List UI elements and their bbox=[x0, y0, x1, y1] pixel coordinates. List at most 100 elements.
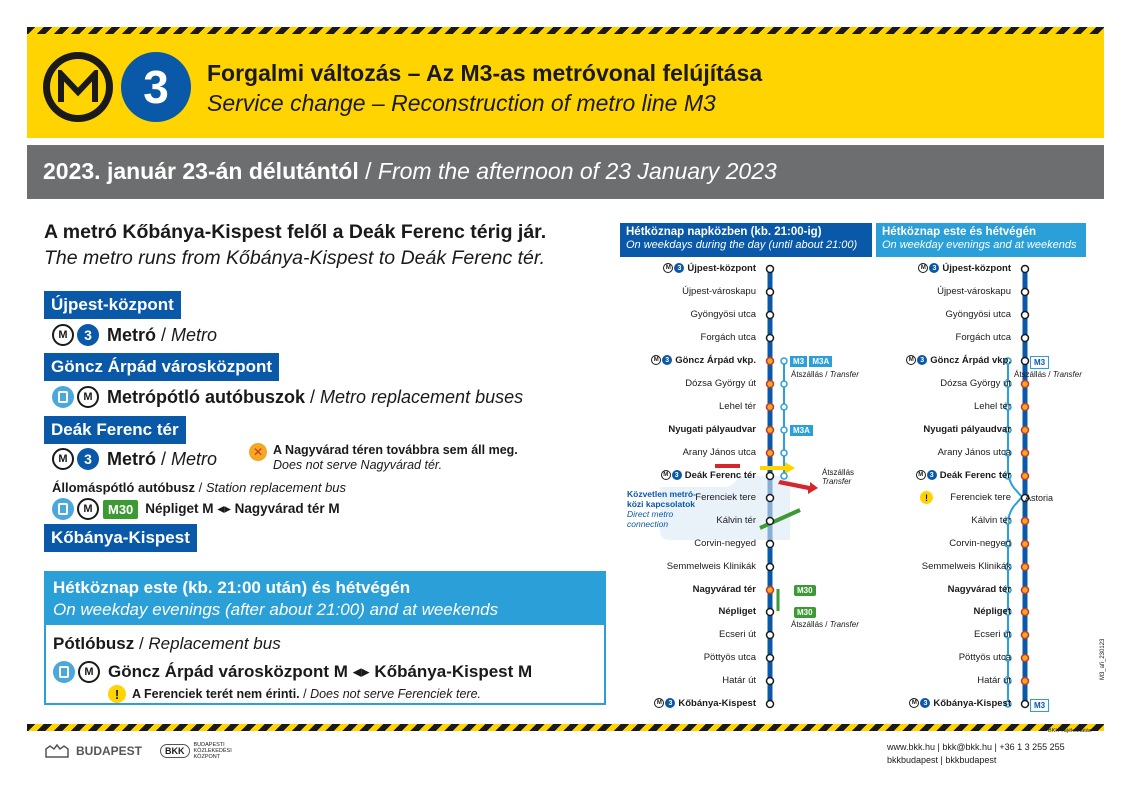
closed-station-dot bbox=[1020, 448, 1030, 458]
transfer-hu: Átszállás bbox=[791, 620, 824, 629]
transfer-en: Transfer bbox=[1052, 370, 1082, 379]
station-dot bbox=[1020, 264, 1030, 274]
station-name: Semmelweis Klinikák bbox=[666, 561, 756, 572]
closed-station-dot bbox=[1020, 379, 1030, 389]
closed-station-dot bbox=[1020, 539, 1030, 549]
transfer-en: Transfer bbox=[829, 370, 859, 379]
station-dot bbox=[765, 562, 775, 572]
station-dot bbox=[765, 699, 775, 709]
station-name: Pöttyös utca bbox=[958, 652, 1011, 663]
line-3-icon: 3 bbox=[662, 355, 673, 366]
m30-badge: M30 bbox=[103, 499, 139, 519]
line-3-icon: 3 bbox=[920, 698, 931, 709]
station-name: Gyöngyösi utca bbox=[945, 309, 1011, 320]
page-title: Forgalmi változás – Az M3-as metróvonal … bbox=[207, 60, 763, 86]
metro-m-icon: M bbox=[651, 355, 662, 366]
closed-station-dot bbox=[1020, 471, 1030, 481]
line-3-icon: 3 bbox=[671, 470, 682, 481]
tags-kobanya-col2: M3 bbox=[1030, 699, 1050, 712]
evening-head-en: On weekday evenings (after about 21:00) … bbox=[53, 600, 499, 619]
metro-m-icon: M bbox=[77, 498, 99, 520]
transfer-note-3: Átszállás / Transfer bbox=[791, 620, 859, 629]
tag-m3: M3 bbox=[1030, 699, 1050, 712]
closed-station-dot bbox=[1020, 607, 1030, 617]
m30-route: Népliget M ◂▸ Nagyvárad tér M bbox=[145, 501, 340, 516]
map-station-label: Semmelweis Klinikák bbox=[922, 561, 1011, 572]
evening-route-row: M Göncz Árpád városközpont M ◂▸ Kőbánya-… bbox=[53, 661, 532, 683]
date-bar: 2023. január 23-án délutántól / From the… bbox=[27, 145, 1104, 199]
station-name: Népliget bbox=[718, 606, 756, 617]
station-name: Pöttyös utca bbox=[703, 652, 756, 663]
contact-line-1[interactable]: www.bkk.hu | bkk@bkk.hu | +36 1 3 255 25… bbox=[887, 742, 1065, 752]
station-name: Újpest-városkapu bbox=[937, 286, 1011, 297]
station-dot bbox=[765, 493, 775, 503]
evening-note: ! A Ferenciek terét nem érinti. / Does n… bbox=[108, 685, 481, 703]
evening-header: Hétköznap este (kb. 21:00 után) és hétvé… bbox=[46, 573, 604, 625]
station-name: Deák Ferenc tér bbox=[684, 470, 756, 481]
station-name: Deák Ferenc tér bbox=[939, 470, 1011, 481]
station-name: Arany János utca bbox=[937, 447, 1011, 458]
map-station-label: Corvin-negyed bbox=[694, 538, 756, 549]
transfer-note-4: Átszállás / Transfer bbox=[1014, 370, 1082, 379]
direct-en: Direct metro connection bbox=[627, 509, 674, 529]
map-station-label: Gyöngyösi utca bbox=[946, 309, 1011, 320]
station-name: Arany János utca bbox=[682, 447, 756, 458]
line-3-icon: 3 bbox=[77, 448, 99, 470]
line-3-icon: 3 bbox=[665, 698, 676, 709]
station-dot bbox=[765, 676, 775, 686]
station-dot bbox=[765, 287, 775, 297]
warning-icon: ! bbox=[920, 491, 933, 504]
bus-hu-label: Metrópótló autóbuszok bbox=[107, 386, 305, 407]
map-station-label: Újpest-városkapu bbox=[937, 286, 1011, 297]
map-station-label: Lehel tér bbox=[719, 401, 756, 412]
map-station-label: M 3 Göncz Árpád vkp. bbox=[651, 355, 756, 366]
bus-row: M Metrópótló autóbuszok / Metro replacem… bbox=[52, 386, 523, 408]
contact-line-2[interactable]: bkkbudapest | bkkbudapest bbox=[887, 755, 997, 765]
station-name: Népliget bbox=[973, 606, 1011, 617]
station-dot bbox=[1020, 333, 1030, 343]
station-name: Nyugati pályaudvar bbox=[923, 424, 1011, 435]
no-stop-icon: ✕ bbox=[249, 443, 267, 461]
map-station-label: Semmelweis Klinikák bbox=[667, 561, 756, 572]
map-station-label: Lehel tér bbox=[974, 401, 1011, 412]
map-col2-header: Hétköznap este és hétvégén On weekday ev… bbox=[876, 223, 1086, 257]
transfer-en: Transfer bbox=[829, 620, 859, 629]
date-hu: 2023. január 23-án délutántól bbox=[43, 158, 359, 184]
station-dot bbox=[765, 607, 775, 617]
lead-text: A metró Kőbánya-Kispest felől a Deák Fer… bbox=[44, 221, 604, 270]
station-name: Forgách utca bbox=[955, 332, 1011, 343]
station-name: Corvin-negyed bbox=[949, 538, 1011, 549]
tags-nyugati: M3A bbox=[790, 425, 813, 436]
station-name: Újpest-városkapu bbox=[682, 286, 756, 297]
station-name: Határ út bbox=[977, 675, 1011, 686]
closed-station-dot bbox=[765, 356, 775, 366]
station-name: Göncz Árpád vkp. bbox=[930, 355, 1011, 366]
station-name: Újpest-központ bbox=[687, 263, 756, 274]
station-name: Határ út bbox=[722, 675, 756, 686]
date-en: From the afternoon of 23 January 2023 bbox=[377, 158, 777, 184]
map-station-label: Kálvin tér bbox=[971, 515, 1011, 526]
bus-stop-dot bbox=[780, 357, 788, 365]
closed-station-dot bbox=[765, 448, 775, 458]
line-3-icon: 3 bbox=[77, 324, 99, 346]
map-station-label: Nagyvárad tér bbox=[693, 584, 756, 595]
station-name: Göncz Árpád vkp. bbox=[675, 355, 756, 366]
bkk-tag: BKK Tájékoztatás bbox=[1048, 728, 1092, 734]
station-dot bbox=[1020, 287, 1030, 297]
station-name: Újpest-központ bbox=[942, 263, 1011, 274]
map-station-label: Dózsa György út bbox=[685, 378, 756, 389]
line-3-icon: 3 bbox=[929, 263, 940, 274]
tag-m3a: M3A bbox=[809, 356, 833, 367]
bus-stop-dot bbox=[780, 449, 788, 457]
evening-bus-hu: Pótlóbusz bbox=[53, 634, 135, 653]
station-dot bbox=[765, 653, 775, 663]
station-bus-label: Állomáspótló autóbusz / Station replacem… bbox=[52, 480, 347, 495]
budapest-crest-icon bbox=[44, 743, 70, 758]
bus-stop-dot bbox=[780, 472, 788, 480]
footer-contact: www.bkk.hu | bkk@bkk.hu | +36 1 3 255 25… bbox=[887, 741, 1065, 767]
map-station-label: Újpest-városkapu bbox=[682, 286, 756, 297]
direct-connection-note: Közvetlen metró-közi kapcsolatok Direct … bbox=[627, 489, 707, 529]
map-station-label: M 3 Göncz Árpád vkp. bbox=[906, 355, 1011, 366]
